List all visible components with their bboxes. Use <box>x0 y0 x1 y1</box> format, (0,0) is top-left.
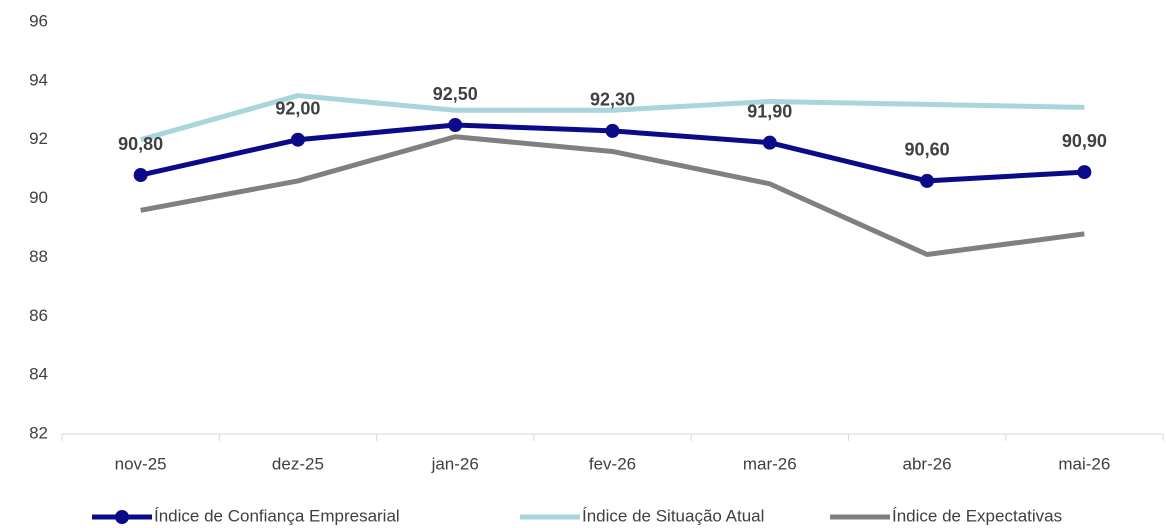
y-tick-label: 84 <box>29 365 48 384</box>
y-tick-label: 82 <box>29 423 48 442</box>
legend-label: Índice de Situação Atual <box>582 506 764 525</box>
data-label: 90,90 <box>1062 131 1107 151</box>
marker <box>762 135 777 150</box>
data-label: 92,00 <box>275 98 320 118</box>
y-tick-label: 96 <box>29 11 48 30</box>
data-label: 90,80 <box>118 134 163 154</box>
y-tick-label: 94 <box>29 70 48 89</box>
series-line <box>140 134 1085 257</box>
y-tick-label: 86 <box>29 306 48 325</box>
marker <box>1077 165 1092 180</box>
y-tick-label: 90 <box>29 188 48 207</box>
legend-label: Índice de Expectativas <box>892 506 1062 525</box>
x-tick-label: jan-26 <box>431 454 479 473</box>
data-label: 91,90 <box>747 101 792 121</box>
x-tick-label: mai-26 <box>1058 454 1110 473</box>
marker <box>290 132 305 147</box>
x-tick-label: dez-25 <box>272 454 324 473</box>
x-tick-label: nov-25 <box>115 454 167 473</box>
y-tick-label: 88 <box>29 247 48 266</box>
legend-marker <box>115 510 129 524</box>
x-tick-label: abr-26 <box>903 454 952 473</box>
marker <box>133 168 148 183</box>
y-tick-label: 92 <box>29 129 48 148</box>
x-tick-label: fev-26 <box>589 454 636 473</box>
marker <box>605 123 620 138</box>
x-tick-label: mar-26 <box>743 454 797 473</box>
legend-label: Índice de Confiança Empresarial <box>154 506 400 525</box>
data-label: 92,50 <box>433 84 478 104</box>
data-label: 92,30 <box>590 90 635 110</box>
marker <box>920 173 935 188</box>
data-label: 90,60 <box>905 140 950 160</box>
marker <box>448 118 463 132</box>
series-line <box>139 93 1085 143</box>
